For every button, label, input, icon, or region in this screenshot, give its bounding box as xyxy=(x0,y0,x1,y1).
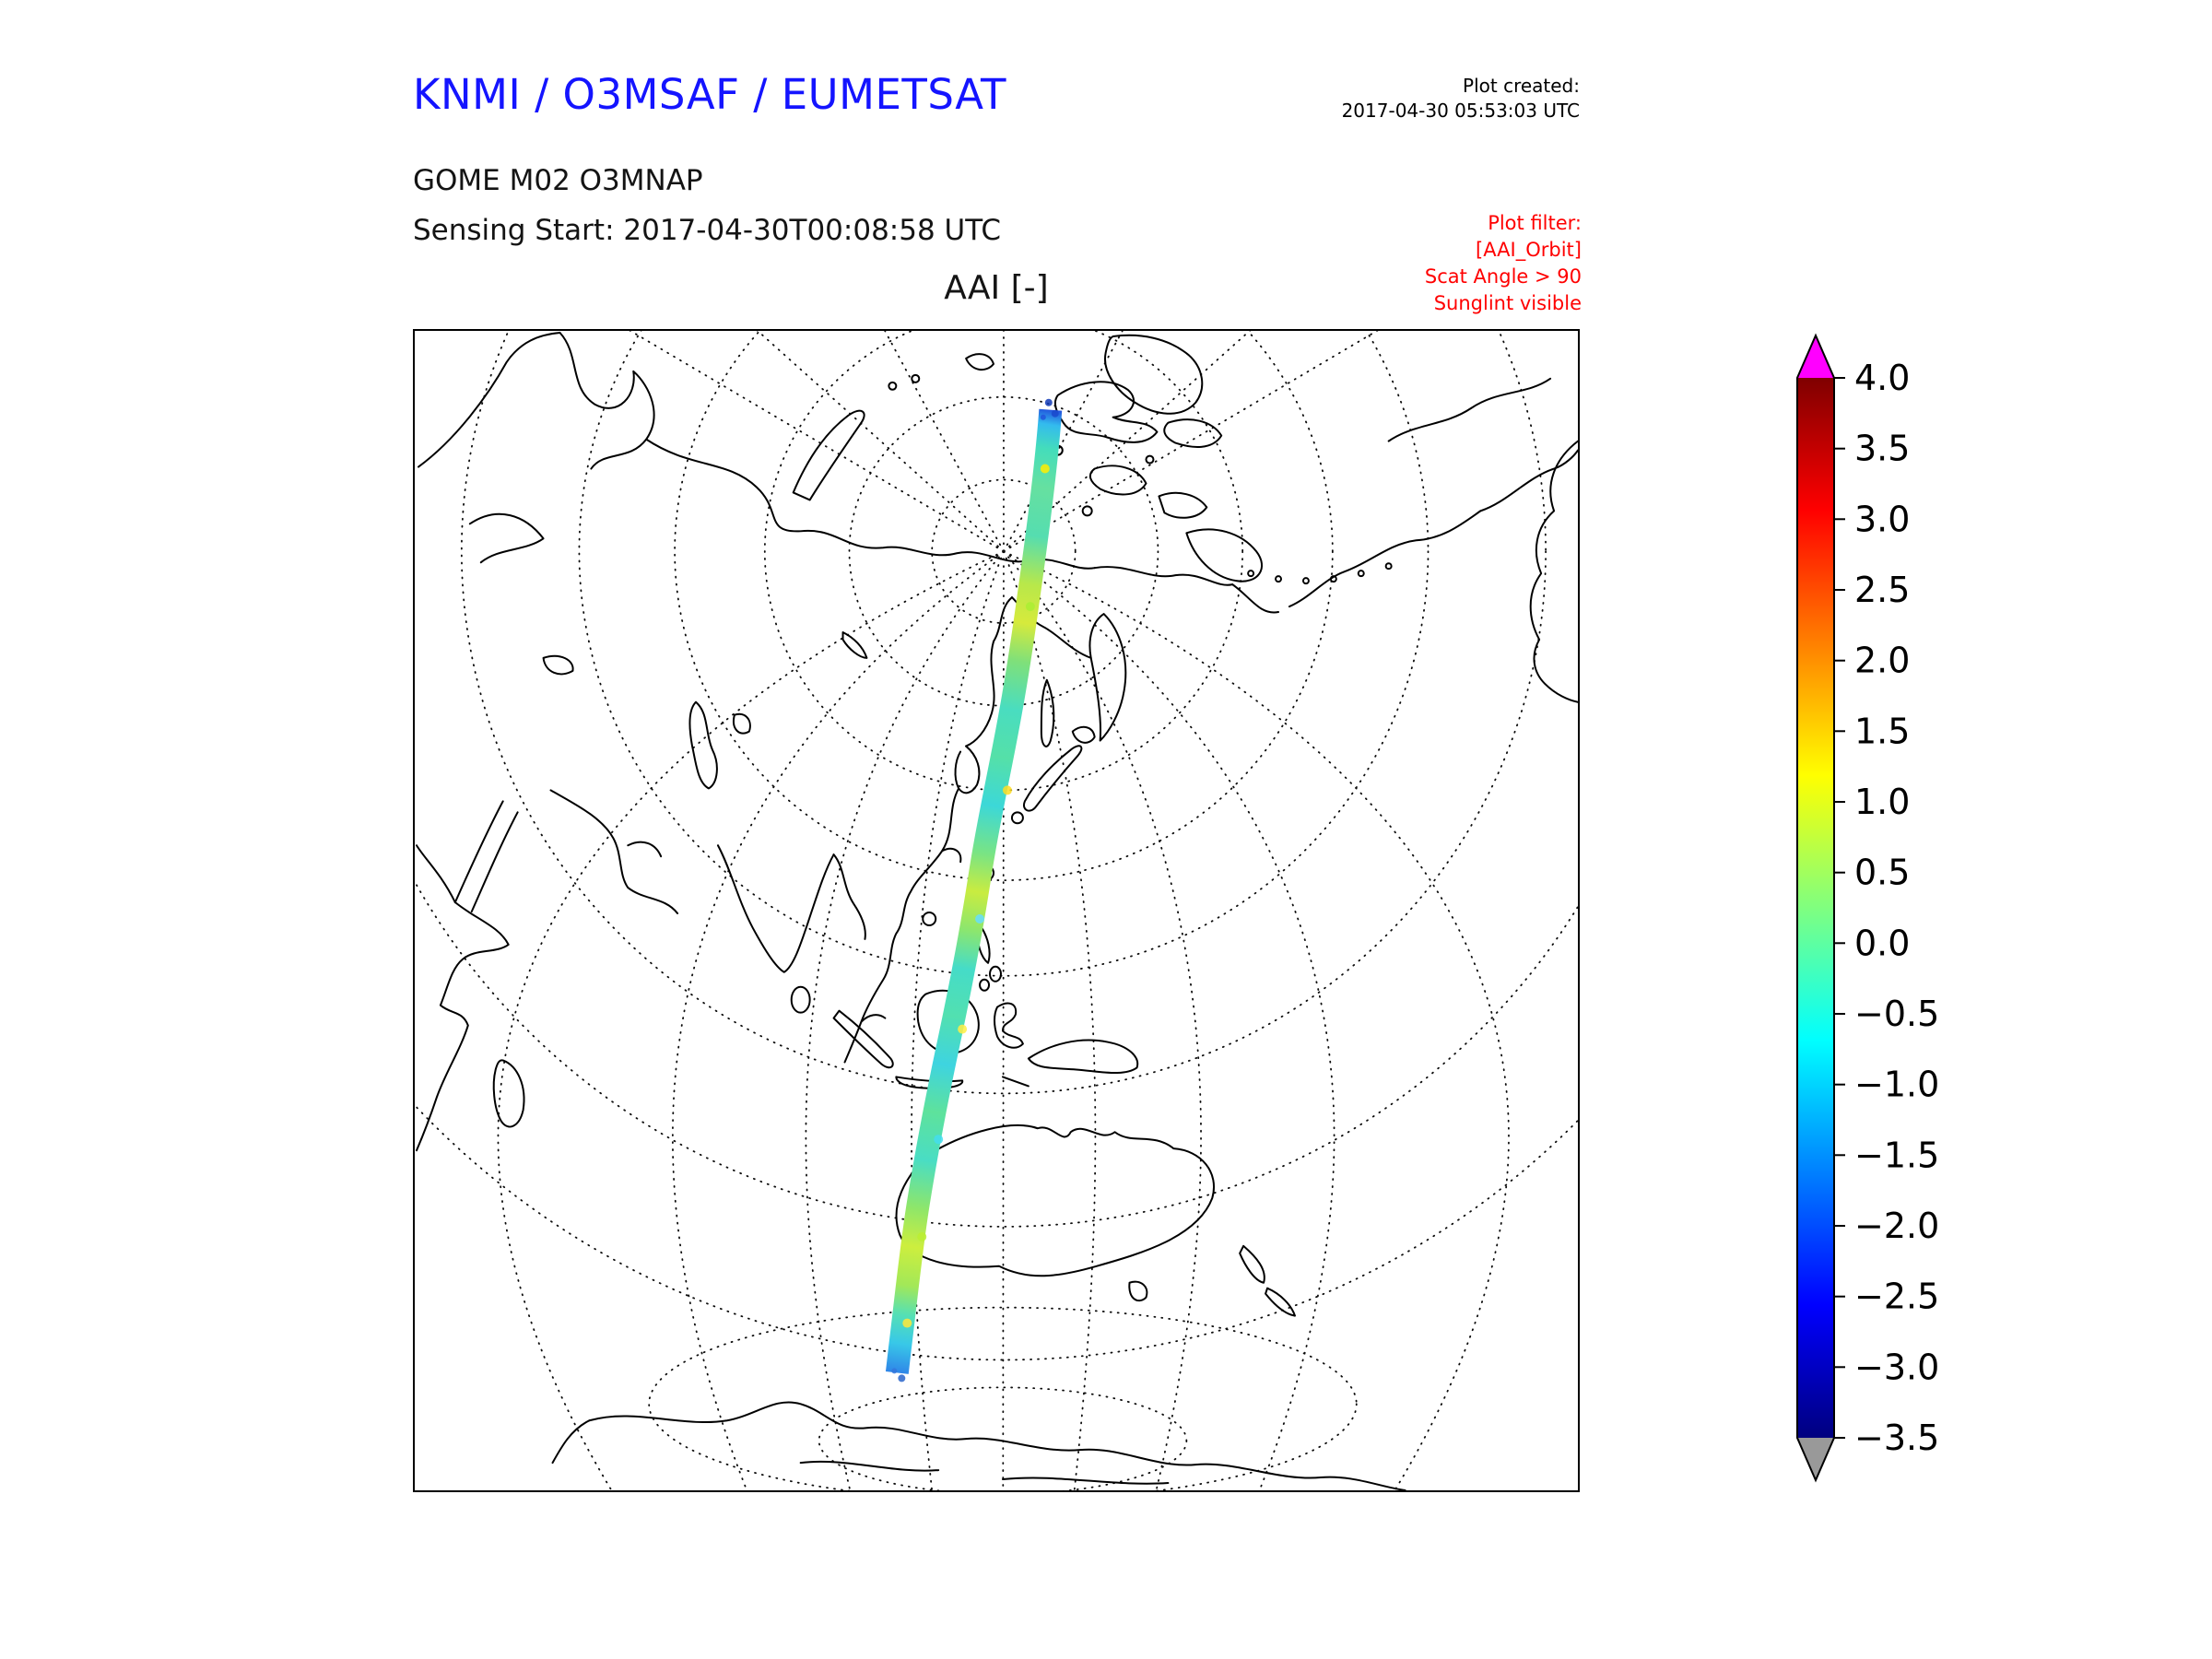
graticule-grid xyxy=(415,331,1578,1490)
colorbar-tick-label: 3.0 xyxy=(1854,499,1910,539)
plot-filter-block: Plot filter: [AAI_Orbit] Scat Angle > 90… xyxy=(1425,210,1582,317)
plot-created-block: Plot created: 2017-04-30 05:53:03 UTC xyxy=(1342,74,1580,124)
swath-noise-specks xyxy=(891,398,1059,1382)
colorbar-tick-marks xyxy=(1834,377,1845,1439)
plot-filter-line: Plot filter: xyxy=(1488,212,1582,234)
plot-filter-line: Scat Angle > 90 xyxy=(1424,265,1582,288)
colorbar-tick-label: 3.5 xyxy=(1854,429,1910,469)
colorbar-tick-label: 0.5 xyxy=(1854,853,1910,893)
colorbar-over-triangle xyxy=(1797,335,1834,378)
colorbar-tick-label: 0.0 xyxy=(1854,923,1910,963)
colorbar-svg: 4.0 3.5 3.0 2.5 2.0 1.5 1.0 0.5 0.0 −0.5… xyxy=(1796,333,1939,1483)
colorbar-tick-label: −1.5 xyxy=(1854,1135,1939,1175)
plot-created-label: Plot created: xyxy=(1463,75,1580,97)
map-plot-frame xyxy=(413,329,1580,1492)
world-map xyxy=(415,331,1578,1490)
plot-filter-line: Sunglint visible xyxy=(1433,292,1582,314)
colorbar-tick-label: −3.0 xyxy=(1854,1347,1939,1387)
colorbar-under-triangle xyxy=(1797,1438,1834,1480)
product-title: GOME M02 O3MNAP xyxy=(413,164,703,197)
colorbar: 4.0 3.5 3.0 2.5 2.0 1.5 1.0 0.5 0.0 −0.5… xyxy=(1795,332,2072,1484)
colorbar-tick-label: −0.5 xyxy=(1854,994,1939,1034)
colorbar-tick-labels: 4.0 3.5 3.0 2.5 2.0 1.5 1.0 0.5 0.0 −0.5… xyxy=(1854,358,1939,1458)
colorbar-tick-label: 2.0 xyxy=(1854,641,1910,681)
plot-created-timestamp: 2017-04-30 05:53:03 UTC xyxy=(1341,100,1580,122)
colorbar-tick-label: 2.5 xyxy=(1854,570,1910,610)
sensing-start-line: Sensing Start: 2017-04-30T00:08:58 UTC xyxy=(413,214,1001,247)
coastlines xyxy=(415,331,1578,1490)
colorbar-gradient-bar xyxy=(1797,378,1834,1438)
colorbar-tick-label: 1.0 xyxy=(1854,782,1910,822)
colorbar-tick-label: −2.0 xyxy=(1854,1206,1939,1246)
page-title: KNMI / O3MSAF / EUMETSAT xyxy=(413,70,1007,119)
plot-filter-line: [AAI_Orbit] xyxy=(1476,239,1582,261)
colorbar-tick-label: 1.5 xyxy=(1854,711,1910,751)
orbit-swath-band xyxy=(885,408,1063,1374)
colorbar-tick-label: −1.0 xyxy=(1854,1065,1939,1105)
orbit-swath xyxy=(885,398,1063,1382)
colorbar-tick-label: 4.0 xyxy=(1854,358,1910,398)
variable-title: AAI [-] xyxy=(944,269,1049,307)
colorbar-tick-label: −3.5 xyxy=(1854,1418,1939,1458)
colorbar-tick-label: −2.5 xyxy=(1854,1277,1939,1317)
